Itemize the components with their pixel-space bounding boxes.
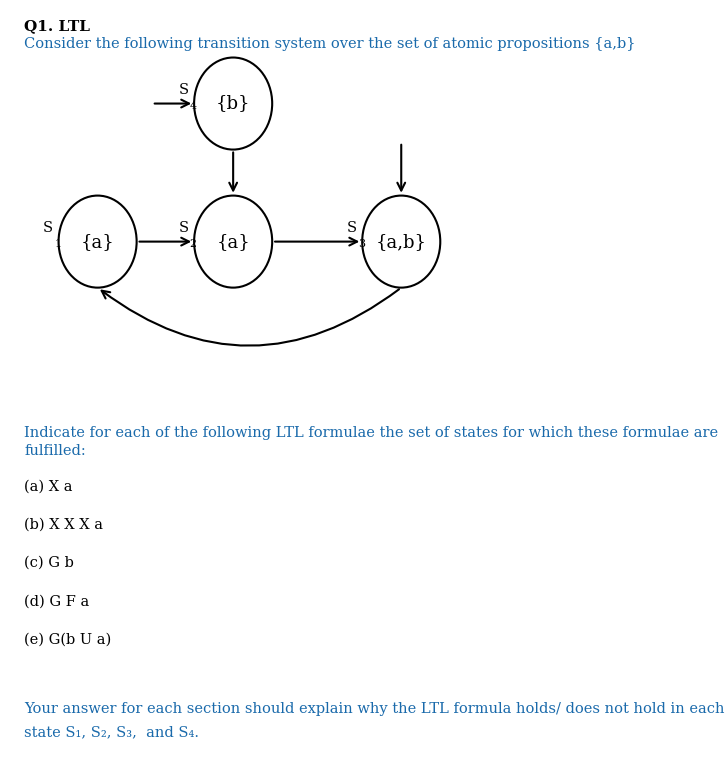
- Text: (c) G b: (c) G b: [25, 556, 74, 570]
- Text: Consider the following transition system over the set of atomic propositions {a,: Consider the following transition system…: [25, 37, 636, 51]
- Text: 4: 4: [190, 101, 197, 111]
- Text: (b) X X X a: (b) X X X a: [25, 518, 104, 532]
- Text: (e) G(b U a): (e) G(b U a): [25, 633, 112, 647]
- Text: 3: 3: [358, 239, 365, 249]
- Text: S: S: [43, 221, 53, 235]
- Text: {a}: {a}: [80, 232, 115, 251]
- Text: Indicate for each of the following LTL formulae the set of states for which thes: Indicate for each of the following LTL f…: [25, 426, 718, 458]
- Text: {a,b}: {a,b}: [376, 232, 427, 251]
- Text: (d) G F a: (d) G F a: [25, 594, 90, 608]
- Text: {a}: {a}: [216, 232, 250, 251]
- Text: {b}: {b}: [216, 94, 250, 113]
- Text: S: S: [347, 221, 357, 235]
- Text: Your answer for each section should explain why the LTL formula holds/ does not : Your answer for each section should expl…: [25, 702, 725, 716]
- Text: 2: 2: [190, 239, 196, 249]
- Text: S: S: [178, 221, 188, 235]
- Text: S: S: [178, 83, 188, 97]
- Text: (a) X a: (a) X a: [25, 479, 73, 493]
- FancyArrowPatch shape: [102, 289, 399, 346]
- Text: 1: 1: [54, 239, 62, 249]
- Text: state S₁, S₂, S₃,  and S₄.: state S₁, S₂, S₃, and S₄.: [25, 725, 199, 739]
- Text: Q1. LTL: Q1. LTL: [25, 19, 91, 33]
